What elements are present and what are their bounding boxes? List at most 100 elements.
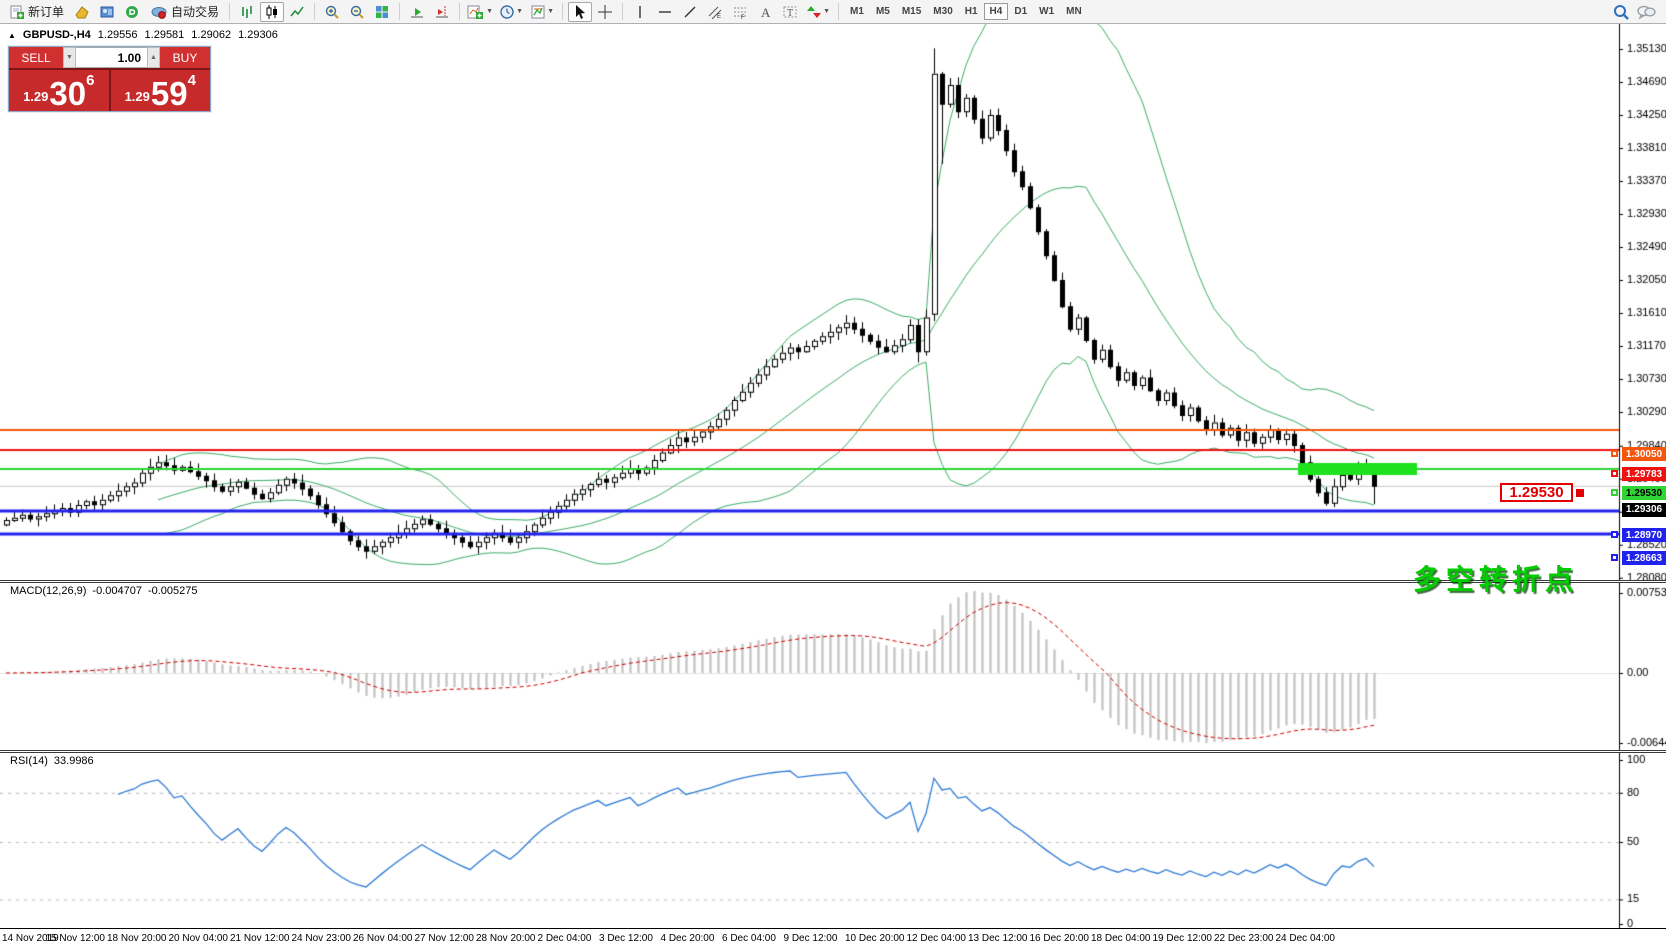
timeframe-button-M30[interactable]: M30 [933, 6, 953, 17]
volume-decrease-button[interactable]: ▼ [63, 47, 76, 68]
navigator-icon[interactable] [95, 2, 119, 22]
buy-price-big: 59 [150, 75, 188, 112]
timeframe-button-H4[interactable]: H4 [983, 3, 1009, 20]
price-line-tag[interactable]: 1.28663 [1622, 551, 1666, 566]
zoom-out-icon[interactable] [345, 2, 369, 22]
pane-separator[interactable] [0, 750, 1666, 753]
market-watch-icon[interactable] [70, 2, 94, 22]
timeframe-button-M5[interactable]: M5 [875, 6, 890, 17]
rsi-label-row: RSI(14) 33.9986 [10, 755, 94, 767]
line-chart-icon[interactable] [285, 2, 309, 22]
time-axis-label: 9 Dec 12:00 [783, 933, 838, 944]
time-axis-label: 3 Dec 12:00 [599, 933, 653, 944]
ohlc-close: 1.29306 [238, 29, 278, 41]
volume-increase-button[interactable]: ▲ [147, 47, 160, 68]
text-icon[interactable]: A [753, 2, 777, 22]
text-label-icon[interactable]: T [778, 2, 802, 22]
toolbar-separator [399, 3, 401, 20]
equidistant-channel-icon[interactable]: E [703, 2, 727, 22]
vertical-line-icon[interactable] [628, 2, 652, 22]
crosshair-icon[interactable] [593, 2, 617, 22]
rsi-canvas[interactable] [0, 753, 1666, 928]
price-line-handle[interactable] [1611, 489, 1618, 496]
price-line-handle[interactable] [1611, 531, 1618, 538]
arrows-icon[interactable]: ▼ [803, 2, 833, 22]
buy-button[interactable]: BUY [160, 47, 210, 68]
timeframe-button-W1[interactable]: W1 [1039, 6, 1055, 17]
candlestick-chart-icon[interactable] [260, 1, 285, 22]
time-axis-label: 22 Dec 23:00 [1214, 933, 1274, 944]
new-order-button[interactable]: 新订单 [4, 2, 69, 22]
sell-price-tile[interactable]: 1.29 30 6 [9, 70, 109, 111]
svg-text:E: E [717, 14, 721, 20]
fibonacci-icon[interactable]: F [728, 2, 752, 22]
time-axis-label: 18 Nov 20:00 [107, 933, 167, 944]
chevron-down-icon: ▼ [516, 8, 523, 15]
price-line-tag[interactable]: 1.29530 [1622, 486, 1666, 500]
symbol-expand-icon[interactable]: ▲ [8, 30, 16, 40]
time-axis-label: 16 Dec 20:00 [1029, 933, 1090, 944]
main-chart-canvas[interactable] [0, 24, 1666, 580]
toolbar-separator [622, 3, 624, 20]
templates-icon[interactable]: ▼ [527, 2, 557, 22]
chart-annotation-text[interactable]: 多空转折点 [1413, 564, 1579, 595]
price-callout-handle[interactable] [1576, 489, 1584, 497]
timeframe-button-MN[interactable]: MN [1066, 6, 1082, 17]
autotrading-button[interactable]: 自动交易 [145, 2, 224, 22]
horizontal-line-icon[interactable] [653, 2, 677, 22]
volume-input[interactable] [76, 47, 147, 68]
price-callout-label[interactable]: 1.29530 [1500, 483, 1573, 502]
cursor-icon[interactable] [568, 1, 593, 22]
timeframe-button-M15[interactable]: M15 [901, 6, 922, 17]
toolbar: 新订单 自动交易 ▼ ▼ ▼ E F A T ▼ M1 M5 M15 M30 H1 H4 D… [0, 0, 1666, 24]
indicators-icon[interactable]: ▼ [465, 2, 495, 22]
chart-title: ▲ GBPUSD-,H4 1.29556 1.29581 1.29062 1.2… [8, 29, 278, 41]
chart-area[interactable]: ▲ GBPUSD-,H4 1.29556 1.29581 1.29062 1.2… [0, 24, 1666, 951]
macd-signal-value: -0.005275 [147, 585, 198, 597]
svg-text:A: A [761, 5, 771, 20]
autotrading-icon [150, 4, 168, 20]
price-line-tag[interactable]: 1.29783 [1622, 467, 1666, 482]
time-axis-label: 27 Nov 12:00 [414, 933, 475, 944]
timeframe-button-H1[interactable]: H1 [964, 6, 978, 17]
zoom-in-icon[interactable] [320, 2, 344, 22]
price-line-tag[interactable]: 1.30050 [1622, 447, 1666, 461]
auto-scroll-icon[interactable] [405, 2, 429, 22]
timeframe-button-M1[interactable]: M1 [850, 6, 864, 17]
search-icon[interactable] [1612, 3, 1630, 21]
toolbar-separator [314, 3, 316, 20]
timeframe-bar: M1 M5 M15 M30 H1 H4 D1 W1 MN [844, 3, 1088, 20]
chevron-down-icon: ▼ [823, 8, 830, 15]
tile-windows-icon[interactable] [370, 2, 394, 22]
buy-price-pip: 4 [187, 72, 196, 89]
macd-canvas[interactable] [0, 583, 1666, 750]
price-line-tag[interactable]: 1.29306 [1622, 502, 1666, 517]
sell-button[interactable]: SELL [9, 47, 63, 68]
chat-icon[interactable] [1636, 3, 1656, 21]
price-line-handle[interactable] [1611, 450, 1618, 457]
svg-text:F: F [741, 15, 745, 20]
time-axis-label: 21 Nov 12:00 [230, 933, 290, 944]
ohlc-high: 1.29581 [144, 29, 185, 41]
time-axis-label: 19 Dec 12:00 [1152, 933, 1213, 944]
time-axis-label: 13 Dec 12:00 [968, 933, 1028, 944]
time-axis[interactable]: 14 Nov 2019 15 Nov 12:00 18 Nov 20:00 20 No… [0, 928, 1666, 951]
chart-shift-icon[interactable] [430, 2, 454, 22]
signals-icon[interactable] [120, 2, 144, 22]
buy-price-tile[interactable]: 1.29 59 4 [111, 70, 211, 111]
periods-icon[interactable]: ▼ [496, 2, 526, 22]
time-axis-label: 26 Nov 04:00 [353, 933, 413, 944]
pane-separator[interactable] [0, 580, 1666, 583]
new-order-label: 新订单 [28, 5, 65, 19]
trendline-icon[interactable] [678, 2, 702, 22]
timeframe-button-D1[interactable]: D1 [1014, 6, 1028, 17]
time-axis-label: 15 Nov 12:00 [45, 933, 106, 944]
price-line-tag[interactable]: 1.28970 [1622, 528, 1666, 542]
sell-price-big: 30 [49, 75, 87, 112]
bar-chart-icon[interactable] [235, 2, 259, 22]
time-axis-label: 28 Nov 20:00 [476, 933, 536, 944]
price-line-handle[interactable] [1611, 470, 1618, 478]
rsi-indicator-label: RSI(14) [10, 755, 48, 767]
price-line-handle[interactable] [1611, 554, 1618, 562]
time-axis-label: 6 Dec 04:00 [722, 933, 776, 944]
